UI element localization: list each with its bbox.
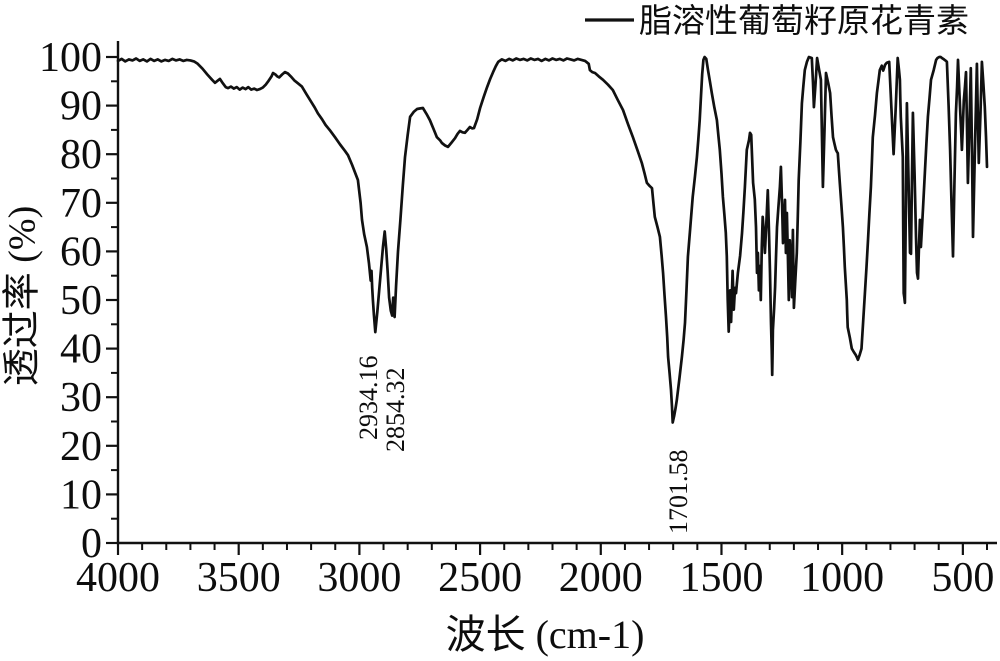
x-tick-label: 2500 [438,555,522,601]
y-tick-label: 80 [60,132,102,178]
peak-annotation: 2854.32 [381,368,410,453]
legend-label: 脂溶性葡萄籽原花青素 [639,3,969,40]
y-tick-label: 60 [60,229,102,275]
y-tick-label: 50 [60,278,102,324]
legend: 脂溶性葡萄籽原花青素 [585,3,969,40]
x-tick-label: 3500 [197,555,281,601]
x-axis-ticks: 4000 3500 3000 2500 2000 1500 1000 500 [76,543,994,601]
y-axis-title: 透过率 (%) [2,206,44,386]
y-tick-label: 90 [60,84,102,130]
spectrum-curve [116,55,989,424]
y-tick-label: 30 [60,375,102,421]
x-axis-title: 波长 (cm-1) [446,612,645,657]
x-tick-label: 1500 [679,555,763,601]
y-tick-label: 10 [60,472,102,518]
y-tick-label: 100 [39,35,102,81]
y-tick-label: 20 [60,424,102,470]
peak-annotation: 2934.16 [354,356,383,441]
x-tick-label: 1000 [800,555,884,601]
x-tick-label: 4000 [76,555,160,601]
peak-annotation: 1701.58 [664,450,693,535]
y-tick-label: 70 [60,181,102,227]
x-tick-label: 3000 [317,555,401,601]
y-tick-label: 0 [81,521,102,567]
x-tick-label: 500 [931,555,994,601]
y-tick-label: 40 [60,327,102,373]
x-tick-label: 2000 [559,555,643,601]
plot-axes: 4000 3500 3000 2500 2000 1500 1000 500 01020304… [39,35,997,601]
